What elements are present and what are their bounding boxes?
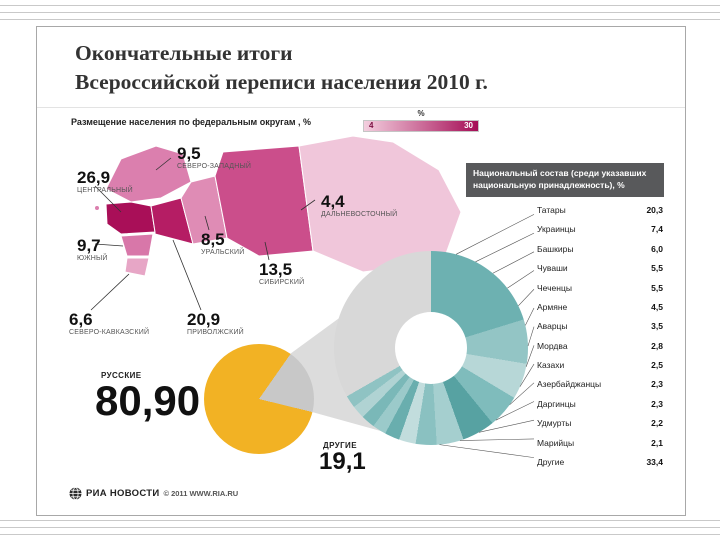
legend-min-label: 4 bbox=[369, 121, 374, 130]
nationality-value: 33,4 bbox=[646, 456, 663, 467]
map-region-kaliningrad bbox=[94, 205, 100, 211]
ethnic-composition-header: Национальный состав (среди указавших нац… bbox=[466, 163, 664, 197]
nationality-row: Другие 33,4 bbox=[537, 457, 663, 467]
nationality-name: Татары bbox=[537, 205, 566, 215]
nationality-row: Татары 20,3 bbox=[537, 205, 663, 215]
map-color-legend: % 4 30 bbox=[363, 109, 479, 132]
map-region-privolzhsky bbox=[150, 197, 194, 245]
map-region-yuzhny bbox=[120, 233, 154, 257]
nationality-row: Азербайджанцы 2,3 bbox=[537, 379, 663, 389]
nationality-row: Чеченцы 5,5 bbox=[537, 283, 663, 293]
nationality-name: Украинцы bbox=[537, 224, 576, 235]
title-divider bbox=[37, 107, 685, 108]
map-region-centralny bbox=[105, 201, 156, 235]
russians-value: 80,90 bbox=[95, 377, 201, 424]
legend-gradient-bar: 4 30 bbox=[363, 120, 479, 132]
russians-label: РУССКИЕ bbox=[101, 371, 142, 380]
map-region-severo-kavkazsky bbox=[124, 257, 150, 277]
nationality-list: Татары 20,3 Украинцы 7,4 Башкиры 6,0 Чуваши 5,5… bbox=[537, 205, 663, 467]
nationality-row: Украинцы 7,4 bbox=[537, 224, 663, 234]
russia-map bbox=[90, 135, 462, 311]
nationality-name: Казахи bbox=[537, 360, 565, 370]
map-region-severo-zapadny bbox=[105, 145, 192, 203]
nationality-name: Мордва bbox=[537, 340, 568, 351]
donut-hole bbox=[395, 312, 467, 384]
nationality-row: Удмурты 2,2 bbox=[537, 418, 663, 428]
district-label-severo-kavkazsky: 6,6 СЕВЕРО-КАВКАЗСКИЙ bbox=[69, 310, 150, 336]
nationality-name: Аварцы bbox=[537, 321, 568, 332]
slide-title-line1: Окончательные итоги bbox=[75, 41, 293, 65]
nationality-row: Чуваши 5,5 bbox=[537, 263, 663, 273]
legend-unit-label: % bbox=[417, 109, 425, 118]
background-stripes-bottom bbox=[0, 515, 720, 540]
district-label-privolzhsky: 20,9 ПРИВОЛЖСКИЙ bbox=[187, 310, 244, 336]
nationality-value: 2,5 bbox=[651, 360, 663, 370]
nationality-row: Марийцы 2,1 bbox=[537, 438, 663, 448]
footer-brand: РИА НОВОСТИ bbox=[86, 488, 160, 499]
nationality-name: Башкиры bbox=[537, 243, 574, 254]
nationality-name: Даргинцы bbox=[537, 398, 576, 409]
nationality-row: Аварцы 3,5 bbox=[537, 321, 663, 331]
nationality-value: 4,5 bbox=[651, 301, 663, 312]
district-label-centralny: 26,9 ЦЕНТРАЛЬНЫЙ bbox=[77, 168, 133, 194]
background-stripes-top bbox=[0, 0, 720, 26]
nationality-name: Азербайджанцы bbox=[537, 379, 602, 390]
nationality-value: 3,5 bbox=[651, 321, 663, 332]
nationality-name: Другие bbox=[537, 456, 565, 467]
district-label-uralsky: 8,5 УРАЛЬСКИЙ bbox=[201, 230, 245, 256]
legend-max-label: 30 bbox=[464, 121, 473, 130]
nationality-value: 2,1 bbox=[651, 437, 663, 448]
nationality-row: Казахи 2,5 bbox=[537, 360, 663, 370]
nationality-row: Армяне 4,5 bbox=[537, 302, 663, 312]
district-label-dalnevostochny: 4,4 ДАЛЬНЕВОСТОЧНЫЙ bbox=[321, 192, 398, 218]
nationality-value: 2,3 bbox=[651, 379, 663, 390]
nationality-value: 5,5 bbox=[651, 282, 663, 293]
nationality-name: Армяне bbox=[537, 301, 568, 312]
infographic-slide: Окончательные итоги Всероссийской перепи… bbox=[36, 26, 686, 516]
slide-title-line2: Всероссийской переписи населения 2010 г. bbox=[75, 69, 488, 94]
slide-title: Окончательные итоги Всероссийской перепи… bbox=[75, 39, 488, 97]
footer: РИА НОВОСТИ © 2011 WWW.RIA.RU bbox=[69, 487, 238, 500]
nationality-value: 5,5 bbox=[651, 263, 663, 274]
others-label: ДРУГИЕ bbox=[323, 441, 357, 450]
district-label-yuzhny: 9,7 ЮЖНЫЙ bbox=[77, 236, 108, 262]
footer-copyright: © 2011 WWW.RIA.RU bbox=[163, 489, 239, 498]
russians-pie-chart bbox=[204, 344, 314, 454]
nationality-value: 20,3 bbox=[646, 205, 663, 215]
nationality-name: Удмурты bbox=[537, 418, 572, 429]
nationality-value: 6,0 bbox=[651, 243, 663, 254]
nationality-value: 7,4 bbox=[651, 224, 663, 235]
ria-globe-icon bbox=[69, 487, 82, 500]
nationality-value: 2,2 bbox=[651, 418, 663, 429]
nationality-row: Башкиры 6,0 bbox=[537, 244, 663, 254]
nationality-value: 2,3 bbox=[651, 398, 663, 409]
nationality-row: Мордва 2,8 bbox=[537, 341, 663, 351]
nationality-row: Даргинцы 2,3 bbox=[537, 399, 663, 409]
ethnic-donut-chart bbox=[334, 251, 528, 445]
others-value: 19,1 bbox=[319, 448, 366, 475]
nationality-name: Марийцы bbox=[537, 437, 575, 448]
district-label-sibirsky: 13,5 СИБИРСКИЙ bbox=[259, 260, 305, 286]
map-section-title: Размещение населения по федеральным окру… bbox=[71, 117, 312, 127]
nationality-name: Чуваши bbox=[537, 263, 568, 274]
district-label-severo-zapadny: 9,5 СЕВЕРО-ЗАПАДНЫЙ bbox=[177, 144, 252, 170]
map-leader-lines bbox=[90, 157, 316, 311]
nationality-value: 2,8 bbox=[651, 340, 663, 351]
nationality-name: Чеченцы bbox=[537, 282, 572, 293]
